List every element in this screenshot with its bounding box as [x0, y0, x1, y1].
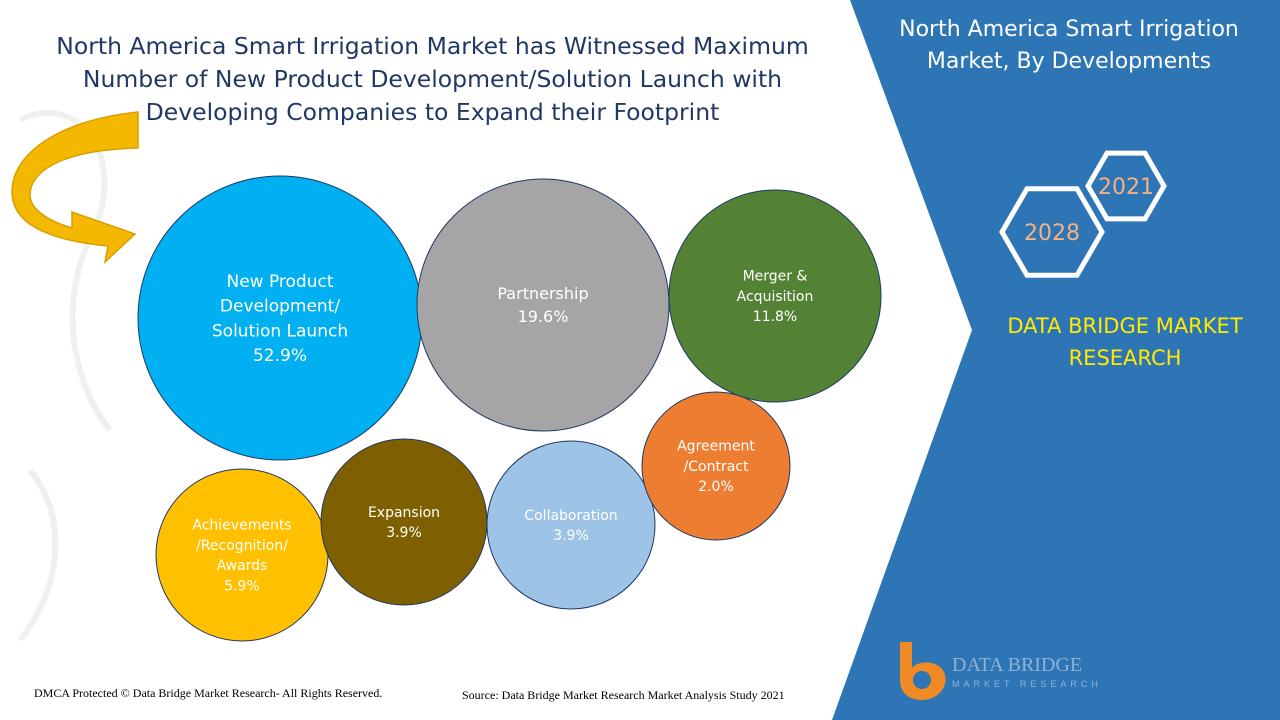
side-panel-background	[832, 0, 1280, 720]
bubble-value-label: 2.0%	[698, 479, 734, 495]
bubble-5	[486, 440, 656, 610]
bubble-category-label: Achievements	[192, 517, 291, 533]
bubble-category-label: Partnership	[497, 284, 588, 303]
bubble-category-label: Awards	[217, 558, 268, 574]
bubble-category-label: Solution Launch	[212, 321, 348, 341]
watermark	[17, 110, 113, 642]
bubble-value-label: 52.9%	[253, 346, 307, 366]
bubble-6	[641, 391, 791, 541]
side-panel-title: North America Smart Irrigation Market, B…	[899, 17, 1239, 74]
copyright-notice: DMCA Protected © Data Bridge Market Rese…	[34, 686, 383, 700]
bubble-1	[416, 178, 670, 432]
source-note: Source: Data Bridge Market Research Mark…	[462, 688, 785, 702]
bubble-category-label: /Recognition/	[196, 538, 288, 554]
bubble-category-label: /Contract	[684, 459, 749, 475]
bubble-0	[137, 175, 423, 461]
hexagon-year-end-icon	[999, 186, 1105, 278]
brand-name: DATA BRIDGE MARKET RESEARCH	[1007, 314, 1243, 370]
bubble-4	[320, 438, 488, 606]
curved-arrow-icon	[11, 111, 139, 265]
bubble-category-label: Merger &	[743, 269, 808, 285]
hexagon-year-start-icon	[1085, 150, 1167, 222]
data-bridge-logo: DATA BRIDGE MARKET RESEARCH	[900, 642, 1102, 700]
bubble-value-label: 11.8%	[753, 309, 797, 325]
bubble-value-label: 3.9%	[553, 528, 589, 544]
bubble-chart: New Product Development/Solution Launch 52…	[137, 175, 882, 642]
hexagon-year-start-label: 2021	[1098, 175, 1154, 200]
bubble-value-label: 19.6%	[518, 307, 569, 326]
logo-subtext: MARKET RESEARCH	[952, 679, 1102, 689]
bubble-category-label: Expansion	[368, 505, 440, 521]
hexagon-year-end-label: 2028	[1024, 221, 1080, 246]
bubble-2	[668, 189, 882, 403]
year-hexagons: 2021 2028	[999, 150, 1167, 278]
bubble-category-label: Agreement	[677, 439, 755, 455]
bubble-category-label: Acquisition	[737, 289, 814, 305]
bubble-3	[155, 468, 329, 642]
bubble-category-label: Collaboration	[524, 508, 617, 524]
logo-mark-icon	[900, 642, 946, 700]
bubble-category-label: New Product	[226, 272, 333, 292]
bubble-category-label: Development/	[220, 297, 340, 317]
bubble-value-label: 5.9%	[224, 578, 260, 594]
bubble-value-label: 3.9%	[386, 525, 422, 541]
chart-title: North America Smart Irrigation Market ha…	[56, 32, 809, 126]
logo-text: DATA BRIDGE	[952, 654, 1082, 676]
